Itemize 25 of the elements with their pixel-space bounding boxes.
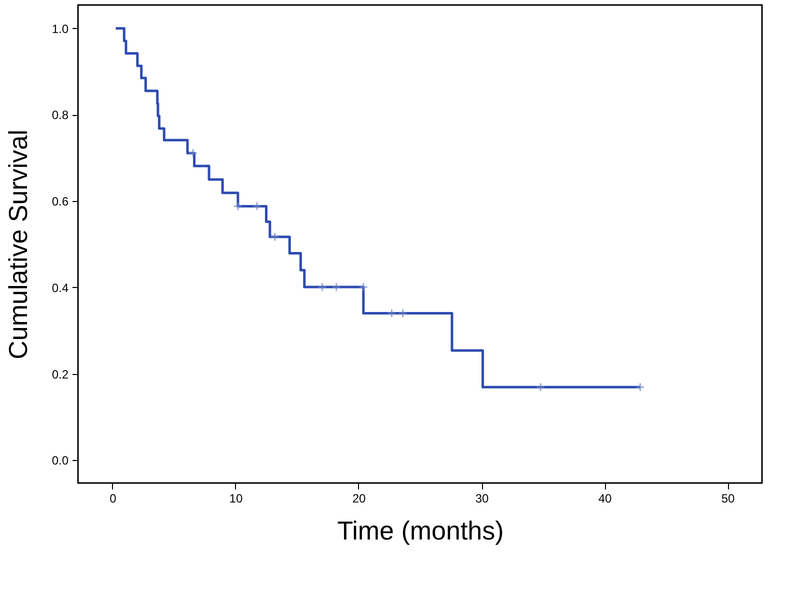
point — [636, 382, 645, 392]
point — [252, 202, 262, 211]
y-axis-title: Cumulative Survival — [2, 130, 33, 360]
point — [233, 202, 243, 211]
point — [387, 308, 396, 318]
x-tick-label: 50 — [721, 492, 736, 506]
point — [188, 148, 198, 158]
point — [332, 282, 341, 292]
point — [270, 232, 280, 242]
y-tick-label: 0.6 — [52, 194, 69, 209]
y-tick-label: 0.4 — [52, 280, 69, 295]
x-tick-label: 0 — [110, 492, 117, 506]
x-tick-label: 30 — [475, 492, 490, 506]
x-tick-label: 20 — [352, 492, 366, 506]
x-tick-label: 40 — [598, 492, 612, 506]
x-tick-label: 10 — [229, 492, 243, 506]
y-tick-label: 0.2 — [52, 367, 69, 382]
point — [318, 282, 327, 292]
y-tick-label: 0.0 — [52, 454, 69, 468]
point — [358, 282, 368, 292]
point — [398, 308, 408, 318]
x-axis-title: Time (months) — [337, 516, 504, 546]
point — [536, 382, 546, 392]
y-tick-label: 1.0 — [52, 22, 69, 36]
y-tick-label: 0.8 — [52, 108, 69, 122]
